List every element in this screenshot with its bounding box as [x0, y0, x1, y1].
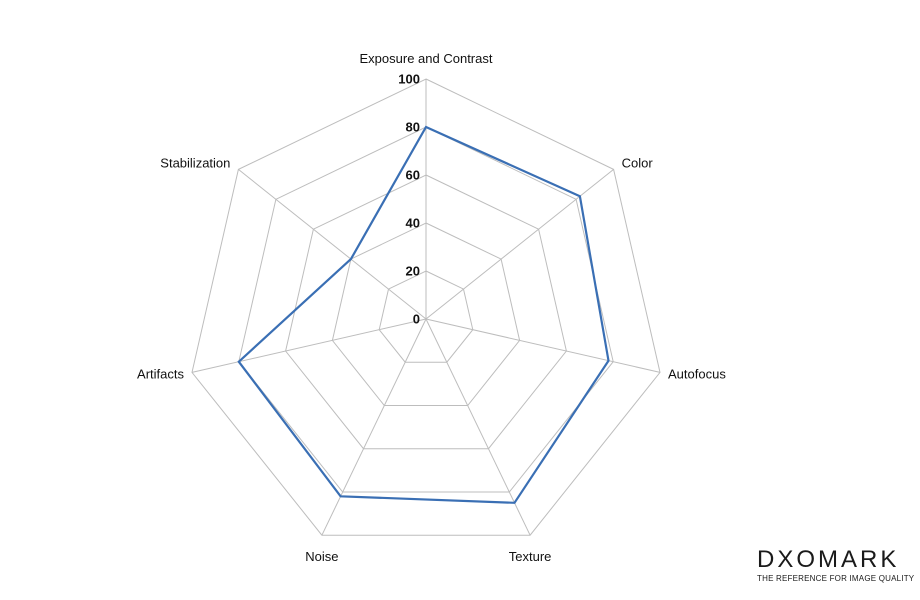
spoke-texture: [425, 318, 531, 536]
tick-label-20: 20: [406, 264, 420, 279]
axis-label-exposure-and-contrast: Exposure and Contrast: [360, 51, 493, 66]
spoke-noise: [321, 318, 427, 536]
grid-ring-20: [378, 270, 474, 363]
tick-label-60: 60: [406, 168, 420, 183]
tick-label-80: 80: [406, 120, 420, 135]
brand-tagline: THE REFERENCE FOR IMAGE QUALITY: [757, 574, 915, 583]
series-line-1: [237, 125, 610, 504]
axis-label-artifacts: Artifacts: [137, 366, 184, 381]
axis-label-autofocus: Autofocus: [668, 366, 726, 381]
axis-label-color: Color: [622, 155, 654, 170]
spoke-color: [425, 169, 614, 320]
tick-label-40: 40: [406, 216, 420, 231]
grid-ring-100: [191, 78, 661, 536]
axis-label-noise: Noise: [305, 549, 338, 564]
radar-spokes: [191, 79, 661, 536]
grid-ring-40: [331, 222, 521, 406]
axis-label-texture: Texture: [509, 549, 552, 564]
radar-grid: [191, 78, 661, 536]
brand-name: DXOMARK: [757, 546, 900, 573]
radar-axis-labels: Exposure and Contrast Color Autofocus Textu…: [137, 51, 726, 564]
grid-ring-80: [238, 126, 614, 493]
radar-tick-labels: 0 20 40 60 80 100: [398, 72, 420, 327]
tick-label-0: 0: [413, 312, 420, 327]
grid-ring-60: [285, 174, 567, 450]
spoke-autofocus: [425, 318, 661, 373]
dxomark-logo: DXOMARK THE REFERENCE FOR IMAGE QUALITY: [757, 546, 915, 584]
tick-label-100: 100: [398, 72, 420, 87]
axis-label-stabilization: Stabilization: [160, 155, 230, 170]
spoke-artifacts: [191, 318, 427, 373]
spoke-stabilization: [238, 169, 427, 320]
radar-series: [237, 125, 610, 504]
